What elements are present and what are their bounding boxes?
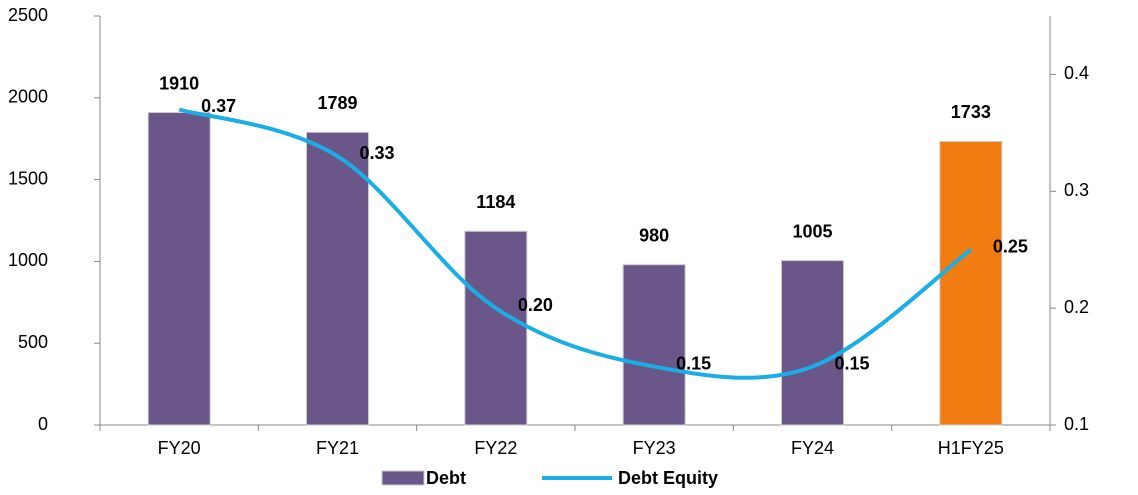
data-label: 1184 bbox=[476, 192, 515, 212]
legend-swatch bbox=[381, 470, 425, 486]
x-tick-label: FY23 bbox=[633, 438, 676, 458]
data-label: 1789 bbox=[317, 93, 357, 113]
legend-label: Debt Equity bbox=[618, 468, 718, 488]
data-label: 1733 bbox=[951, 102, 991, 122]
bar bbox=[147, 112, 211, 426]
x-tick-label: FY22 bbox=[474, 438, 517, 458]
data-label: 0.15 bbox=[676, 353, 711, 373]
bar bbox=[622, 264, 686, 426]
y2-tick-label: 0.2 bbox=[1064, 297, 1089, 317]
data-label: 980 bbox=[639, 225, 669, 245]
y2-tick-label: 0.1 bbox=[1064, 414, 1089, 434]
y-tick-label: 1500 bbox=[8, 168, 48, 188]
bar bbox=[939, 140, 1003, 426]
data-label: 1005 bbox=[792, 221, 832, 241]
x-tick-label: FY20 bbox=[158, 438, 201, 458]
data-label: 1910 bbox=[159, 73, 199, 93]
x-tick-label: H1FY25 bbox=[938, 438, 1004, 458]
bar bbox=[781, 260, 844, 426]
legend-label: Debt bbox=[426, 468, 466, 488]
x-tick-label: FY24 bbox=[791, 438, 834, 458]
y-tick-label: 2000 bbox=[8, 87, 48, 107]
data-label: 0.25 bbox=[993, 236, 1028, 256]
data-label: 0.33 bbox=[360, 143, 395, 163]
line bbox=[178, 107, 973, 380]
bar bbox=[306, 131, 369, 426]
x-tick-label: FY21 bbox=[316, 438, 359, 458]
data-label: 0.20 bbox=[518, 295, 553, 315]
y-tick-label: 2500 bbox=[8, 5, 48, 25]
y2-tick-label: 0.4 bbox=[1064, 63, 1089, 83]
y-tick-label: 0 bbox=[38, 414, 48, 434]
y-tick-label: 500 bbox=[18, 332, 48, 352]
y-tick-label: 1000 bbox=[8, 250, 48, 270]
bar bbox=[464, 230, 528, 426]
y2-tick-label: 0.3 bbox=[1064, 180, 1089, 200]
data-label: 0.37 bbox=[201, 96, 236, 116]
data-label: 0.15 bbox=[835, 353, 870, 373]
